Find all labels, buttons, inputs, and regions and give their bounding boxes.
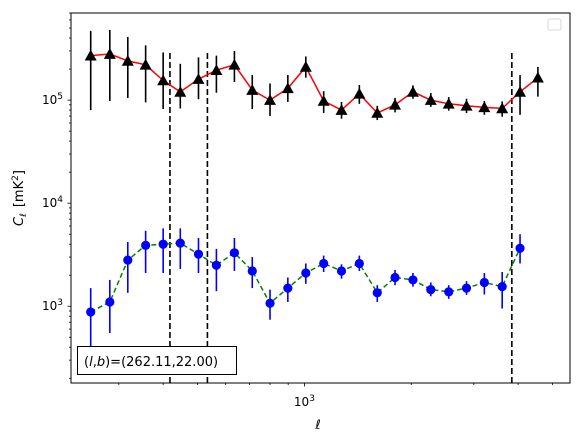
circle-marker bbox=[193, 249, 204, 259]
triangle-marker bbox=[460, 99, 473, 111]
triangle-marker bbox=[246, 84, 259, 95]
triangle-marker bbox=[192, 73, 205, 84]
y-axis-label: Cℓ[mK2] bbox=[11, 170, 29, 226]
annotation-box: (l,b)=(262.11,22.00) bbox=[77, 346, 237, 375]
circle-marker bbox=[229, 248, 240, 258]
annotation-frame bbox=[77, 346, 237, 375]
triangle-marker bbox=[514, 85, 527, 97]
triangle-marker bbox=[389, 98, 402, 110]
circle-marker bbox=[123, 255, 133, 265]
triangle-marker bbox=[103, 48, 116, 59]
circle-marker bbox=[408, 275, 418, 285]
triangle-marker bbox=[281, 82, 294, 94]
circle-marker bbox=[372, 288, 382, 298]
circle-marker bbox=[105, 297, 115, 307]
triangle-marker bbox=[531, 71, 544, 83]
triangle-marker bbox=[139, 58, 152, 70]
annotation-text: (l,b)=(262.11,22.00) bbox=[84, 355, 218, 370]
triangle-marker bbox=[210, 64, 223, 76]
plot-area bbox=[71, 13, 570, 383]
triangle-marker bbox=[84, 49, 97, 61]
x-axis-label: ℓ bbox=[314, 418, 320, 433]
triangle-marker bbox=[371, 106, 384, 118]
circle-marker bbox=[158, 239, 168, 249]
triangle-marker bbox=[157, 74, 170, 86]
plot-frame bbox=[70, 12, 571, 384]
circle-marker bbox=[319, 258, 329, 269]
vertical-marker-lines bbox=[169, 50, 513, 383]
y-tick-label: 103 bbox=[42, 298, 63, 313]
triangle-marker bbox=[424, 94, 437, 105]
circle-marker bbox=[86, 307, 96, 317]
circle-marker bbox=[283, 283, 293, 293]
triangle-marker bbox=[174, 85, 187, 97]
circle-marker bbox=[336, 266, 347, 276]
axis-ticks: 103 103 104 105 bbox=[42, 12, 553, 409]
triangle-marker bbox=[496, 102, 509, 114]
y-tick-label: 104 bbox=[42, 195, 63, 210]
circle-marker bbox=[354, 258, 364, 269]
triangle-marker bbox=[442, 97, 455, 109]
triangle-marker bbox=[228, 58, 241, 70]
circle-marker bbox=[390, 272, 400, 283]
triangle-marker bbox=[299, 60, 312, 72]
circle-marker bbox=[497, 282, 507, 292]
triangle-marker bbox=[264, 94, 277, 105]
circle-marker bbox=[247, 266, 257, 276]
x-tick-label: 103 bbox=[294, 394, 315, 409]
circle-marker bbox=[211, 260, 222, 270]
circle-marker bbox=[426, 285, 436, 295]
circle-marker bbox=[461, 283, 472, 293]
triangle-marker bbox=[121, 54, 134, 66]
circle-marker bbox=[175, 238, 185, 248]
circle-marker bbox=[265, 298, 275, 308]
circle-marker bbox=[301, 268, 311, 278]
triangle-marker bbox=[406, 85, 419, 97]
triangle-marker bbox=[353, 87, 366, 99]
circle-marker bbox=[515, 243, 525, 253]
triangle-marker bbox=[335, 104, 348, 115]
triangle-marker bbox=[317, 95, 330, 106]
triangle-marker bbox=[478, 101, 491, 113]
circle-marker bbox=[479, 277, 489, 288]
legend-box bbox=[547, 18, 562, 31]
circle-marker bbox=[444, 287, 454, 297]
data-markers bbox=[84, 48, 544, 317]
circle-marker bbox=[141, 240, 151, 250]
y-tick-label: 105 bbox=[42, 92, 63, 107]
